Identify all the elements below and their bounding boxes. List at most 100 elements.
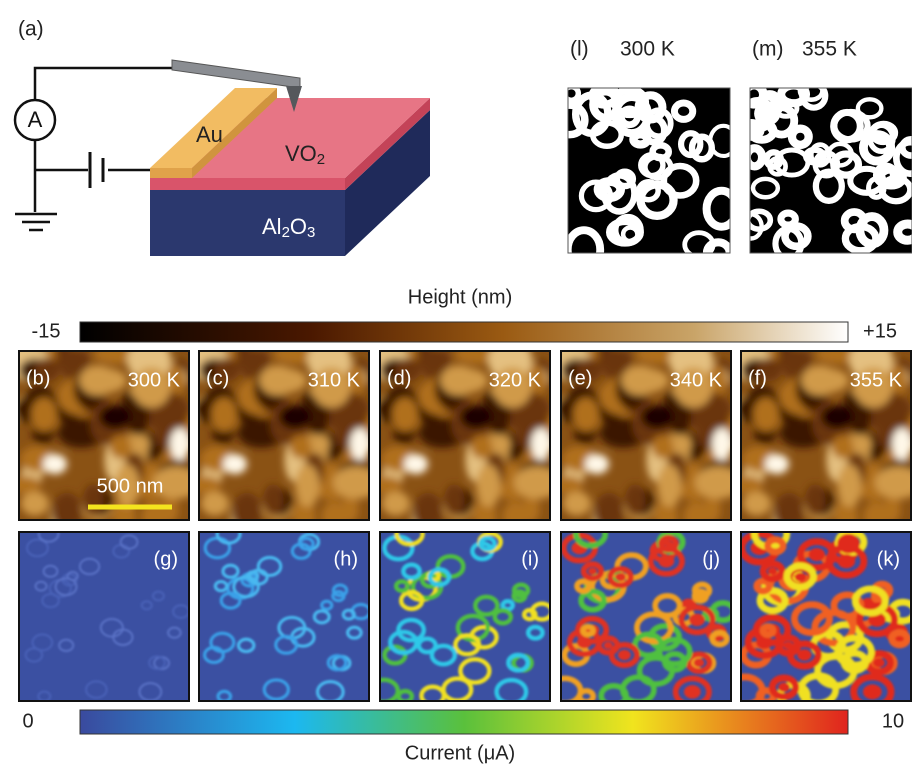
domain	[574, 578, 592, 594]
grain	[531, 428, 549, 460]
film-front	[150, 178, 345, 190]
domain	[876, 165, 907, 190]
grain	[593, 492, 625, 519]
domain	[401, 562, 422, 580]
grain	[702, 493, 721, 519]
grain	[804, 484, 826, 517]
domain	[568, 101, 589, 139]
current-map	[562, 533, 730, 700]
map-frame	[198, 531, 370, 702]
grain	[585, 454, 609, 474]
domain	[702, 186, 730, 231]
domain	[394, 533, 425, 547]
panel-label: (e)	[568, 367, 592, 389]
height-map	[742, 352, 910, 519]
map-frame	[740, 350, 912, 521]
grain	[651, 435, 674, 459]
grain	[600, 352, 632, 374]
domain	[575, 615, 610, 645]
grain	[312, 367, 351, 408]
panel-label: (a)	[18, 18, 44, 41]
domain	[506, 652, 530, 673]
domain	[573, 533, 609, 549]
grain	[31, 397, 57, 432]
grain	[801, 365, 839, 396]
panel-label: (h)	[334, 548, 358, 570]
grain	[340, 493, 359, 519]
electrode-side	[192, 88, 277, 178]
grain	[79, 365, 117, 396]
grain	[683, 501, 709, 519]
domain	[787, 124, 813, 150]
panel-temperature: 320 K	[489, 369, 542, 391]
panel-label: (j)	[702, 548, 720, 570]
grain	[279, 405, 311, 429]
grain	[641, 405, 673, 429]
domain	[677, 130, 704, 159]
domain-core	[797, 649, 812, 661]
domain	[396, 617, 427, 643]
domain-core	[873, 658, 885, 668]
panel-temperature: 340 K	[670, 369, 723, 391]
domain	[429, 643, 458, 667]
domain	[151, 590, 165, 602]
panel-label: (l)	[570, 38, 589, 61]
grain	[756, 357, 782, 382]
domain	[172, 604, 188, 619]
domain	[759, 623, 777, 639]
grain	[295, 464, 320, 508]
current-map	[200, 533, 368, 700]
domain	[346, 625, 363, 640]
domain	[37, 533, 60, 543]
grain	[223, 454, 247, 474]
domain	[215, 533, 242, 545]
domain-core	[683, 685, 701, 699]
domain	[256, 555, 283, 578]
domain	[331, 583, 349, 598]
domain	[26, 538, 49, 558]
map-frame	[567, 87, 731, 254]
grain	[712, 428, 730, 460]
colorbar-min: -15	[32, 320, 61, 342]
panel-label: (m)	[752, 38, 783, 61]
domain	[298, 536, 315, 551]
grain	[51, 492, 83, 519]
substrate-front	[150, 190, 345, 256]
grain	[381, 491, 410, 516]
grain	[493, 367, 532, 408]
colorbar-title: Current (μA)	[405, 742, 515, 764]
domain	[525, 624, 545, 641]
wire	[33, 140, 152, 212]
grain	[214, 357, 240, 382]
domain	[661, 651, 688, 673]
domain	[381, 677, 400, 700]
domain	[24, 647, 44, 663]
film-side	[345, 98, 430, 190]
current-domains	[742, 533, 910, 700]
height-map	[200, 352, 368, 519]
domain	[393, 579, 411, 594]
domain	[427, 567, 452, 587]
grain	[753, 397, 779, 432]
film-sub: 2	[317, 151, 325, 168]
substrate-text: Al	[262, 214, 282, 239]
grain	[58, 352, 90, 374]
panel-temperature: 355 K	[802, 38, 857, 61]
domain	[138, 682, 163, 700]
electrode-front	[150, 168, 192, 178]
domain	[660, 162, 700, 199]
domain	[691, 581, 713, 600]
domain	[262, 678, 290, 700]
domain	[759, 560, 786, 583]
domain	[802, 146, 827, 166]
map-frame	[18, 531, 190, 702]
domain	[326, 654, 348, 672]
grain	[621, 365, 659, 396]
panel-temperature: 355 K	[850, 369, 903, 391]
grain	[470, 435, 493, 459]
domain	[78, 557, 101, 576]
domain	[382, 644, 408, 666]
grain	[419, 352, 451, 374]
grain	[460, 405, 492, 429]
grain	[742, 476, 764, 494]
